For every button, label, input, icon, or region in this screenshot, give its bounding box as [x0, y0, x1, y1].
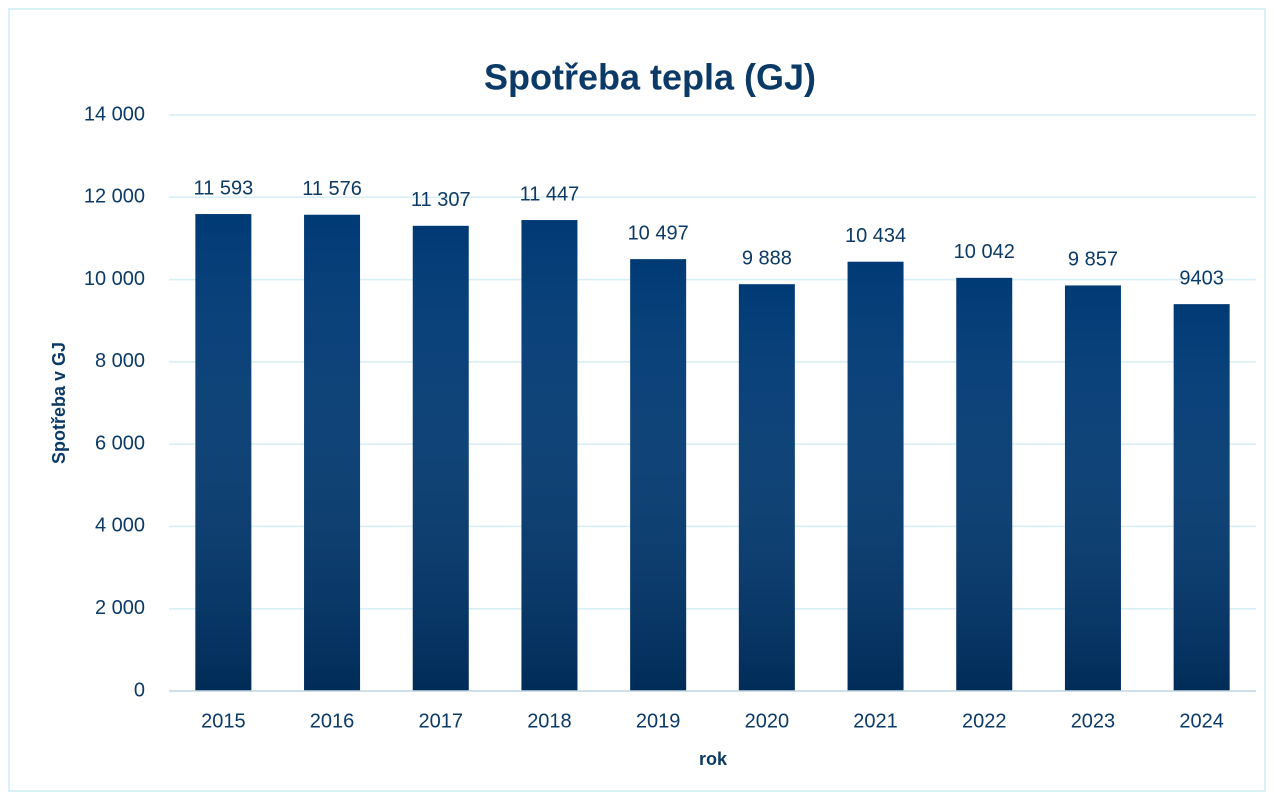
- y-tick-label: 8 000: [95, 350, 145, 372]
- x-tick-label: 2017: [419, 710, 464, 732]
- x-tick-label: 2020: [745, 710, 790, 732]
- y-tick-label: 0: [134, 679, 145, 701]
- bar-shade: [630, 259, 687, 691]
- x-tick-label: 2022: [962, 710, 1007, 732]
- x-axis-title: rok: [699, 749, 728, 769]
- data-label: 11 576: [302, 178, 362, 200]
- x-tick-label: 2023: [1071, 710, 1116, 732]
- bar-shade: [195, 214, 252, 691]
- bar-shade: [1173, 304, 1230, 691]
- x-tick-label: 2015: [201, 710, 246, 732]
- y-tick-label: 4 000: [95, 515, 145, 537]
- bar-shade: [956, 277, 1013, 691]
- data-label: 9 888: [742, 247, 792, 269]
- x-tick-label: 2018: [527, 710, 572, 732]
- data-label: 10 434: [845, 225, 906, 247]
- bar-shade: [847, 261, 904, 691]
- y-tick-label: 12 000: [84, 186, 145, 208]
- data-label: 11 593: [194, 177, 254, 199]
- data-label: 11 307: [411, 189, 471, 211]
- y-tick-label: 2 000: [95, 597, 145, 619]
- y-tick-label: 10 000: [84, 268, 145, 290]
- x-tick-label: 2019: [636, 710, 681, 732]
- y-axis-title: Spotřeba v GJ: [49, 342, 69, 464]
- y-tick-label: 6 000: [95, 432, 145, 454]
- x-tick-label: 2021: [853, 710, 898, 732]
- x-tick-label: 2016: [310, 710, 355, 732]
- bar-shade: [412, 225, 469, 691]
- y-tick-label: 14 000: [84, 103, 145, 125]
- bar-shade: [521, 220, 578, 691]
- x-tick-label: 2024: [1179, 710, 1224, 732]
- data-label: 10 042: [954, 241, 1015, 263]
- bar-shade: [738, 284, 795, 691]
- data-label: 9 857: [1068, 249, 1118, 271]
- chart-title: Spotřeba tepla (GJ): [484, 57, 816, 98]
- bar-shade: [304, 214, 361, 691]
- data-label: 11 447: [520, 183, 580, 205]
- data-label: 10 497: [628, 222, 689, 244]
- data-label: 9403: [1179, 267, 1224, 289]
- bar-shade: [1064, 285, 1121, 691]
